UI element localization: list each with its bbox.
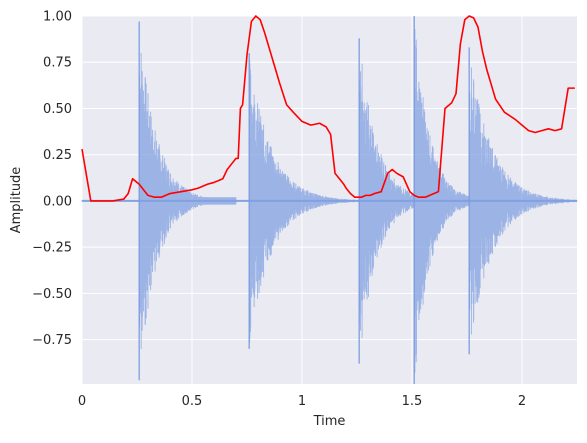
waveform-series [81,16,578,384]
x-tick-labels: 0 0.5 1 1.5 2 [78,394,526,409]
y-tick-label: −0.25 [32,241,72,256]
y-axis-label: Amplitude [9,167,24,234]
y-tick-label: 0.50 [43,102,72,117]
y-tick-label: −0.50 [32,287,72,302]
envelope-series [81,15,575,202]
x-axis-label: Time [313,414,346,429]
y-tick-labels: 1.00 0.75 0.50 0.25 0.00 −0.25 −0.50 −0.75 [32,10,72,349]
x-tick-label: 1.5 [402,394,423,409]
y-tick-label: 0.75 [43,56,72,71]
y-tick-label: −0.75 [32,333,72,348]
x-tick-label: 2 [518,394,526,409]
y-tick-label: 0.00 [43,194,72,209]
y-tick-label: 0.25 [43,148,72,163]
x-tick-label: 0 [78,394,86,409]
x-tick-label: 1 [298,394,306,409]
x-tick-label: 0.5 [182,394,203,409]
envelope-line [81,15,575,202]
y-tick-label: 1.00 [43,10,72,25]
